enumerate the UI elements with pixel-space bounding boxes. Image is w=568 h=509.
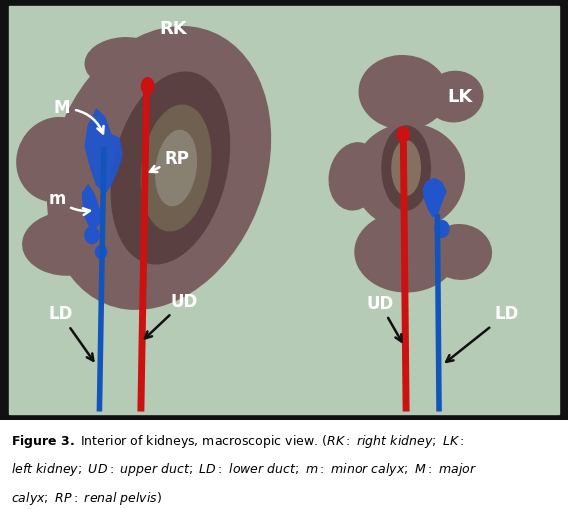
Ellipse shape: [95, 246, 107, 258]
Ellipse shape: [429, 224, 491, 279]
Ellipse shape: [355, 212, 457, 292]
Text: M: M: [54, 99, 103, 133]
Text: LD: LD: [446, 305, 519, 362]
Ellipse shape: [382, 126, 431, 210]
Ellipse shape: [111, 72, 229, 264]
Ellipse shape: [435, 220, 449, 237]
Text: UD: UD: [145, 293, 198, 338]
Ellipse shape: [141, 105, 211, 231]
Ellipse shape: [23, 212, 114, 275]
Ellipse shape: [141, 78, 154, 95]
Polygon shape: [82, 185, 102, 227]
Text: UD: UD: [366, 295, 402, 342]
Text: $\mathbf{\mathit{left\ kidney;\ UD:\ upper\ duct;\ LD:\ lower\ duct;\ m:\ minor\: $\mathbf{\mathit{left\ kidney;\ UD:\ upp…: [11, 461, 477, 478]
Polygon shape: [423, 179, 446, 216]
Ellipse shape: [426, 71, 483, 122]
Ellipse shape: [156, 130, 197, 206]
Polygon shape: [85, 109, 122, 193]
Ellipse shape: [48, 26, 270, 309]
Text: RP: RP: [150, 150, 190, 172]
Text: RK: RK: [160, 20, 187, 38]
Text: $\mathbf{\mathit{calyx;\ RP:\ renal\ pelvis}}$): $\mathbf{\mathit{calyx;\ RP:\ renal\ pel…: [11, 490, 162, 507]
Text: m: m: [48, 190, 90, 215]
Ellipse shape: [392, 140, 420, 195]
Ellipse shape: [85, 38, 165, 88]
Ellipse shape: [85, 227, 99, 244]
Ellipse shape: [329, 143, 381, 210]
Ellipse shape: [397, 127, 410, 142]
Ellipse shape: [353, 124, 465, 229]
Text: LD: LD: [48, 305, 93, 361]
Ellipse shape: [17, 118, 97, 202]
Text: $\mathbf{Figure\ 3.}$ Interior of kidneys, macroscopic view. ($\mathbf{\mathit{R: $\mathbf{Figure\ 3.}$ Interior of kidney…: [11, 433, 465, 450]
Ellipse shape: [359, 55, 448, 129]
Text: LK: LK: [448, 88, 473, 105]
